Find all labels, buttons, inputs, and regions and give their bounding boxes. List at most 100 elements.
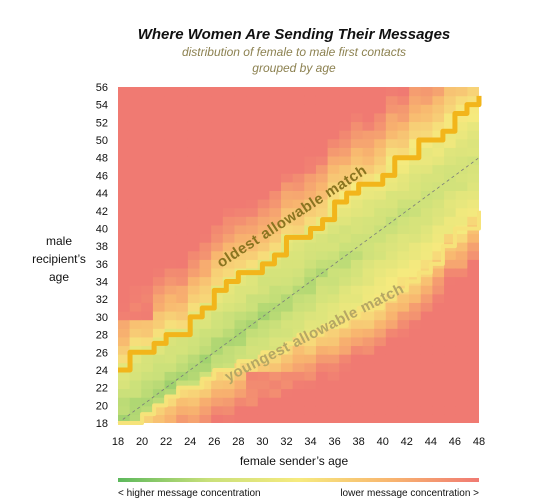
heatmap-cell [118, 155, 131, 166]
heatmap-cell [350, 379, 364, 390]
heatmap-cell [292, 354, 305, 364]
heatmap-cell [152, 379, 166, 390]
heatmap-cell [432, 190, 445, 200]
heatmap-cell [257, 242, 270, 252]
heatmap-cell [362, 250, 375, 260]
heatmap-cell [409, 216, 422, 226]
heatmap-cell [432, 233, 445, 243]
heatmap-cell [350, 216, 364, 226]
heatmap-cell [164, 405, 177, 415]
heatmap-cell [432, 173, 445, 183]
heatmap-cell [444, 173, 457, 183]
x-tick-label: 24 [184, 436, 196, 448]
heatmap-cell [269, 181, 282, 191]
heatmap-cell [455, 362, 468, 372]
heatmap-cell [420, 405, 434, 415]
heatmap-cell [257, 138, 270, 148]
heatmap-cell [246, 155, 259, 166]
heatmap-cell [409, 328, 422, 338]
heatmap-cell [234, 302, 247, 312]
heatmap-cell [269, 224, 282, 235]
heatmap-cell [455, 259, 468, 269]
heatmap-cell [164, 199, 177, 209]
heatmap-cell [420, 379, 434, 390]
heatmap-cell [199, 121, 212, 131]
heatmap-cell [444, 276, 457, 286]
heatmap-cell [222, 199, 236, 209]
heatmap-cell [420, 121, 434, 131]
heatmap-cell [129, 302, 142, 312]
heatmap-cell [467, 285, 479, 295]
heatmap-cell [129, 328, 142, 338]
heatmap-cell [350, 207, 364, 217]
heatmap-cell [269, 302, 282, 312]
heatmap-cell [176, 354, 189, 364]
heatmap-cell [141, 250, 154, 260]
heatmap-cell [397, 345, 410, 355]
heatmap-cell [234, 285, 247, 295]
y-tick-label: 28 [96, 330, 108, 342]
heatmap-cell [362, 233, 375, 243]
y-axis-label-line-3: age [49, 270, 69, 284]
heatmap-cell [420, 190, 434, 200]
heatmap-cell [269, 388, 282, 398]
heatmap-cell [152, 371, 166, 381]
heatmap-cell [467, 216, 479, 226]
heatmap-cell [199, 345, 212, 355]
heatmap-cell [281, 95, 294, 105]
heatmap-cell [211, 130, 224, 140]
heatmap-cell [362, 173, 375, 183]
heatmap-cell [164, 207, 177, 217]
heatmap-cell [164, 147, 177, 157]
heatmap-cell [397, 250, 410, 260]
heatmap-cell [222, 190, 236, 200]
heatmap-cell [432, 216, 445, 226]
heatmap-cell [246, 242, 259, 252]
heatmap-cell [350, 293, 364, 303]
heatmap-cell [455, 173, 468, 183]
heatmap-cell [304, 112, 317, 123]
heatmap-cell [350, 336, 364, 347]
heatmap-cell [222, 345, 236, 355]
heatmap-cell [222, 388, 236, 398]
heatmap-cell [432, 388, 445, 398]
heatmap-cell [211, 405, 224, 415]
heatmap-cell [444, 104, 457, 114]
legend-low-label: < higher message concentration [118, 488, 261, 499]
heatmap-cell [385, 147, 399, 157]
heatmap-cell [269, 319, 282, 329]
heatmap-cell [199, 242, 212, 252]
heatmap-cell [176, 362, 189, 372]
heatmap-cell [409, 164, 422, 174]
heatmap-cell [141, 328, 154, 338]
heatmap-cell [164, 104, 177, 114]
heatmap-cell [327, 121, 340, 131]
heatmap-cell [409, 371, 422, 381]
heatmap-cell [292, 155, 305, 166]
heatmap-cell [350, 319, 364, 329]
heatmap-cell [444, 207, 457, 217]
heatmap-cell [327, 336, 340, 347]
heatmap-cell [315, 199, 329, 209]
heatmap-cell [315, 336, 329, 347]
heatmap-cell [350, 164, 364, 174]
heatmap-cell [444, 164, 457, 174]
heatmap-cell [432, 405, 445, 415]
heatmap-cell [397, 388, 410, 398]
heatmap-cell [257, 224, 270, 235]
heatmap-cell [187, 138, 201, 148]
heatmap-cell [350, 285, 364, 295]
heatmap-cell [304, 207, 317, 217]
heatmap-cell [304, 173, 317, 183]
heatmap-cell [397, 155, 410, 166]
heatmap-cell [362, 414, 375, 423]
heatmap-cell [129, 95, 142, 105]
heatmap-cell [222, 414, 236, 423]
heatmap-cell [455, 104, 468, 114]
heatmap-cell [304, 199, 317, 209]
heatmap-cell [385, 397, 399, 407]
heatmap-cell [374, 371, 387, 381]
heatmap-cell [141, 276, 154, 286]
heatmap-cell [327, 138, 340, 148]
heatmap-cell [118, 190, 131, 200]
